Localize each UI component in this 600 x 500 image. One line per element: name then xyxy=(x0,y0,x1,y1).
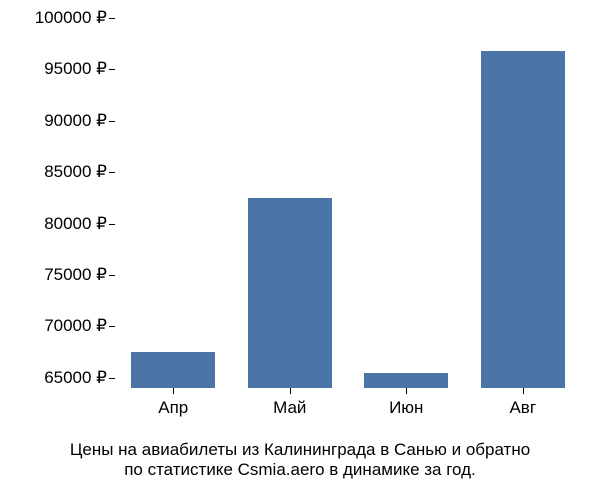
y-tick-label: 75000 ₽ xyxy=(44,265,115,285)
x-tick-label: Май xyxy=(273,388,306,418)
x-tick-label: Апр xyxy=(158,388,188,418)
y-tick-label: 65000 ₽ xyxy=(44,368,115,388)
y-tick-label: 90000 ₽ xyxy=(44,111,115,131)
price-chart: 65000 ₽ 70000 ₽ 75000 ₽ 80000 ₽ 85000 ₽ 90000… xyxy=(0,0,600,500)
chart-caption: Цены на авиабилеты из Калининграда в Сан… xyxy=(0,440,600,480)
caption-line-1: Цены на авиабилеты из Калининграда в Сан… xyxy=(0,440,600,460)
y-tick-label: 95000 ₽ xyxy=(44,59,115,79)
x-tick-label: Июн xyxy=(389,388,423,418)
plot-area: 65000 ₽70000 ₽75000 ₽80000 ₽85000 ₽90000… xyxy=(115,18,581,388)
bar xyxy=(131,352,215,388)
y-tick-label: 100000 ₽ xyxy=(35,8,115,28)
y-tick-label: 70000 ₽ xyxy=(44,316,115,336)
y-tick-label: 80000 ₽ xyxy=(44,214,115,234)
bar xyxy=(481,51,565,388)
bar xyxy=(364,373,448,388)
caption-line-2: по статистике Csmia.aero в динамике за г… xyxy=(0,460,600,480)
y-tick-label: 85000 ₽ xyxy=(44,162,115,182)
bar xyxy=(248,198,332,388)
x-tick-label: Авг xyxy=(509,388,536,418)
